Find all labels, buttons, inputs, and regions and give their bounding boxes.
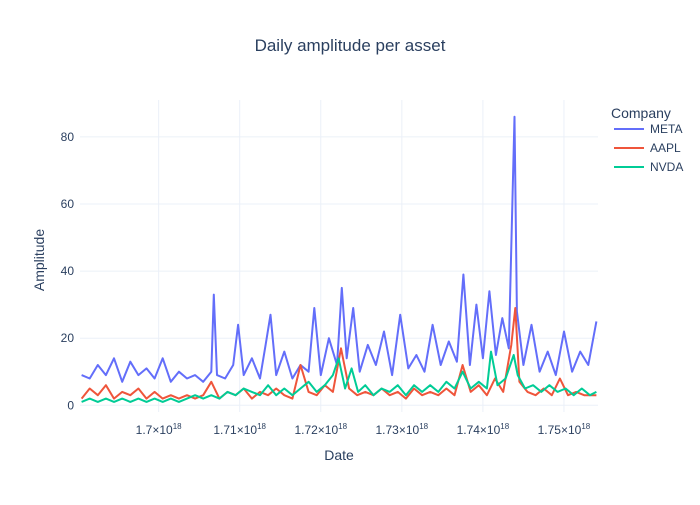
y-tick-label: 20 bbox=[61, 331, 75, 345]
legend-item-nvda[interactable]: NVDA bbox=[614, 160, 683, 174]
y-axis-ticks: 0 20 40 60 80 bbox=[61, 130, 75, 412]
legend-label: NVDA bbox=[650, 160, 683, 174]
series-line-aapl[interactable] bbox=[80, 307, 597, 400]
series-line-meta[interactable] bbox=[81, 115, 598, 383]
y-tick-label: 80 bbox=[61, 130, 75, 144]
grid bbox=[80, 100, 598, 412]
chart-title: Daily amplitude per asset bbox=[255, 36, 446, 55]
y-tick-label: 40 bbox=[61, 264, 75, 278]
x-axis-title: Date bbox=[324, 447, 354, 463]
legend-label: AAPL bbox=[650, 141, 681, 155]
y-tick-label: 0 bbox=[67, 398, 74, 412]
x-tick-label: 1.72×1018 bbox=[294, 422, 347, 437]
plot-series bbox=[80, 115, 598, 403]
x-tick-label: 1.74×1018 bbox=[457, 422, 510, 437]
legend-label: META bbox=[650, 122, 682, 136]
x-tick-label: 1.73×1018 bbox=[376, 422, 429, 437]
legend[interactable]: Company META AAPL NVDA bbox=[611, 105, 683, 174]
legend-item-aapl[interactable]: AAPL bbox=[614, 141, 681, 155]
legend-title: Company bbox=[611, 105, 671, 121]
series-line-nvda[interactable] bbox=[81, 350, 597, 403]
y-tick-label: 60 bbox=[61, 197, 75, 211]
y-axis-title: Amplitude bbox=[31, 229, 47, 291]
x-tick-label: 1.71×1018 bbox=[213, 422, 266, 437]
x-tick-label: 1.7×1018 bbox=[136, 422, 182, 437]
x-axis-ticks: 1.7×1018 1.71×1018 1.72×1018 1.73×1018 1.74×… bbox=[136, 422, 591, 437]
legend-item-meta[interactable]: META bbox=[614, 122, 682, 136]
x-tick-label: 1.75×1018 bbox=[538, 422, 591, 437]
